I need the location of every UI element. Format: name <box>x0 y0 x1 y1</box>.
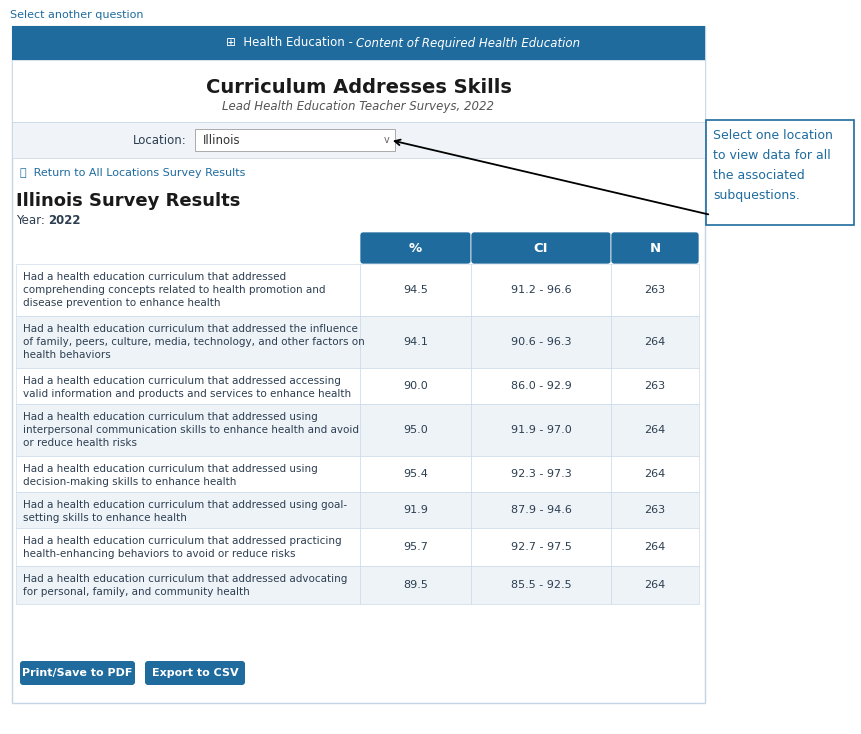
Bar <box>471 316 611 368</box>
Text: 263: 263 <box>644 285 666 295</box>
Bar <box>706 120 854 225</box>
Text: ⊞  Health Education -: ⊞ Health Education - <box>226 37 356 49</box>
Text: Had a health education curriculum that addressed practicing
health-enhancing beh: Had a health education curriculum that a… <box>23 536 342 559</box>
Text: 95.7: 95.7 <box>403 542 428 552</box>
Text: Illinois: Illinois <box>203 134 240 147</box>
Text: 264: 264 <box>644 469 666 479</box>
Bar <box>360 404 471 456</box>
Text: N: N <box>649 241 660 255</box>
Text: %: % <box>409 241 422 255</box>
Text: 89.5: 89.5 <box>403 580 428 590</box>
Text: Had a health education curriculum that addressed using
decision-making skills to: Had a health education curriculum that a… <box>23 464 318 487</box>
Bar <box>195 129 395 151</box>
Bar <box>471 492 611 528</box>
Text: Curriculum Addresses Skills: Curriculum Addresses Skills <box>206 78 511 97</box>
Text: Select another question: Select another question <box>10 10 144 20</box>
Text: 91.9 - 97.0: 91.9 - 97.0 <box>511 425 572 435</box>
Text: Location:: Location: <box>133 134 187 147</box>
Bar <box>471 368 611 404</box>
Bar <box>611 528 699 566</box>
Text: 263: 263 <box>644 505 666 515</box>
Text: Had a health education curriculum that addressed advocating
for personal, family: Had a health education curriculum that a… <box>23 574 347 597</box>
Text: Year:: Year: <box>16 214 53 227</box>
Text: Print/Save to PDF: Print/Save to PDF <box>22 668 133 678</box>
Bar <box>471 456 611 492</box>
Text: CI: CI <box>534 241 548 255</box>
Bar <box>360 264 471 316</box>
Text: 264: 264 <box>644 580 666 590</box>
FancyBboxPatch shape <box>471 232 611 264</box>
Bar <box>611 566 699 604</box>
Text: 85.5 - 92.5: 85.5 - 92.5 <box>511 580 572 590</box>
Text: 95.0: 95.0 <box>403 425 428 435</box>
Text: ⭕  Return to All Locations Survey Results: ⭕ Return to All Locations Survey Results <box>20 168 245 178</box>
Text: Had a health education curriculum that addressed using goal-
setting skills to e: Had a health education curriculum that a… <box>23 500 347 523</box>
Bar <box>611 492 699 528</box>
Bar <box>16 492 360 528</box>
Bar <box>611 404 699 456</box>
Bar <box>611 264 699 316</box>
FancyBboxPatch shape <box>611 232 699 264</box>
Bar <box>360 316 471 368</box>
Text: 87.9 - 94.6: 87.9 - 94.6 <box>511 505 572 515</box>
Bar <box>12 60 705 122</box>
Text: 92.7 - 97.5: 92.7 - 97.5 <box>511 542 572 552</box>
Text: 90.0: 90.0 <box>403 381 428 391</box>
Text: 86.0 - 92.9: 86.0 - 92.9 <box>511 381 572 391</box>
Text: 90.6 - 96.3: 90.6 - 96.3 <box>511 337 571 347</box>
Bar <box>360 528 471 566</box>
Bar <box>360 492 471 528</box>
Text: 91.9: 91.9 <box>403 505 428 515</box>
FancyBboxPatch shape <box>360 232 471 264</box>
Bar <box>611 316 699 368</box>
Text: v: v <box>384 135 390 145</box>
Text: 264: 264 <box>644 542 666 552</box>
Text: 92.3 - 97.3: 92.3 - 97.3 <box>511 469 572 479</box>
Text: Had a health education curriculum that addressed
comprehending concepts related : Had a health education curriculum that a… <box>23 272 325 308</box>
Text: 263: 263 <box>644 381 666 391</box>
Text: 264: 264 <box>644 337 666 347</box>
Bar <box>16 456 360 492</box>
Text: 2022: 2022 <box>48 214 80 227</box>
Bar <box>471 404 611 456</box>
Text: 94.5: 94.5 <box>403 285 428 295</box>
Text: 94.1: 94.1 <box>403 337 428 347</box>
Text: Had a health education curriculum that addressed using
interpersonal communicati: Had a health education curriculum that a… <box>23 412 359 448</box>
Bar <box>16 316 360 368</box>
Text: 91.2 - 96.6: 91.2 - 96.6 <box>511 285 572 295</box>
Text: Content of Required Health Education: Content of Required Health Education <box>356 37 580 49</box>
Bar <box>16 528 360 566</box>
Text: Illinois Survey Results: Illinois Survey Results <box>16 192 240 210</box>
FancyBboxPatch shape <box>145 661 245 685</box>
Text: 95.4: 95.4 <box>403 469 428 479</box>
Bar <box>471 528 611 566</box>
Bar <box>16 368 360 404</box>
Bar <box>360 566 471 604</box>
Bar <box>360 456 471 492</box>
Bar <box>16 566 360 604</box>
FancyBboxPatch shape <box>20 661 135 685</box>
Text: Export to CSV: Export to CSV <box>152 668 238 678</box>
Bar <box>12 122 705 158</box>
Bar <box>12 26 705 60</box>
Bar <box>471 264 611 316</box>
Bar <box>16 404 360 456</box>
Text: 264: 264 <box>644 425 666 435</box>
Bar <box>611 456 699 492</box>
Text: Had a health education curriculum that addressed accessing
valid information and: Had a health education curriculum that a… <box>23 376 351 399</box>
Text: Select one location
to view data for all
the associated
subquestions.: Select one location to view data for all… <box>713 129 833 202</box>
Bar <box>360 368 471 404</box>
Text: Had a health education curriculum that addressed the influence
of family, peers,: Had a health education curriculum that a… <box>23 324 365 360</box>
Text: Lead Health Education Teacher Surveys, 2022: Lead Health Education Teacher Surveys, 2… <box>222 100 494 113</box>
Bar <box>16 264 360 316</box>
Bar <box>12 26 705 703</box>
Bar <box>611 368 699 404</box>
Bar <box>471 566 611 604</box>
